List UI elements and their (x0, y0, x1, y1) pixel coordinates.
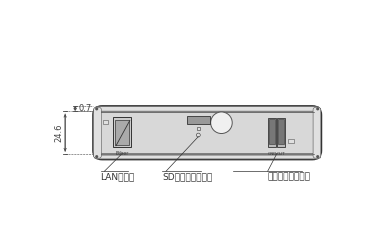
Bar (279, 119, 284, 144)
Circle shape (211, 112, 232, 133)
Circle shape (316, 107, 319, 110)
Bar (197, 126, 200, 131)
Bar (113, 117, 132, 147)
Bar (115, 120, 129, 145)
Text: アラーム出力端子: アラーム出力端子 (268, 173, 311, 182)
Text: SDカードスロット: SDカードスロット (162, 173, 212, 182)
Bar (103, 120, 108, 124)
Circle shape (95, 107, 98, 110)
Text: Ether: Ether (115, 151, 129, 156)
Text: 0.7: 0.7 (78, 104, 91, 113)
Circle shape (316, 155, 319, 158)
FancyBboxPatch shape (93, 106, 322, 160)
Circle shape (95, 155, 98, 158)
FancyBboxPatch shape (94, 107, 101, 158)
FancyBboxPatch shape (94, 155, 320, 159)
Circle shape (197, 133, 200, 137)
Text: GND: GND (268, 152, 277, 156)
Bar (268, 118, 276, 147)
Text: 24.6: 24.6 (54, 124, 64, 142)
Bar (187, 116, 210, 124)
FancyBboxPatch shape (101, 112, 314, 154)
Bar (277, 118, 285, 147)
FancyBboxPatch shape (313, 107, 321, 158)
FancyBboxPatch shape (94, 107, 320, 111)
Text: LANポート: LANポート (101, 173, 135, 182)
Bar (288, 139, 294, 143)
Text: OUT: OUT (277, 152, 286, 156)
Bar (269, 119, 274, 144)
